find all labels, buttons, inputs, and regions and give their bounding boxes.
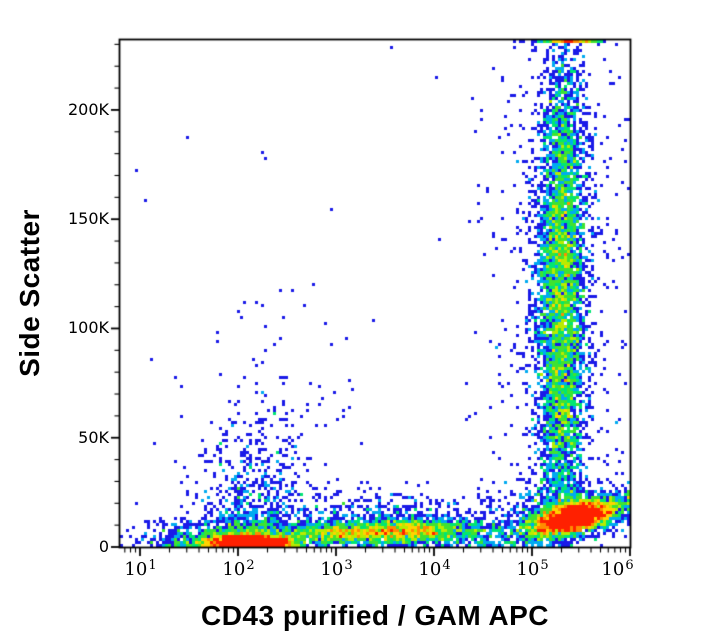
x-tick-base: 10 [222,559,246,580]
x-tick-base: 10 [516,559,540,580]
x-tick-exponent: 5 [540,558,549,573]
x-tick-label-10e2: 102 [222,557,255,580]
y-tick-label-0: 0 [98,537,109,556]
y-tick-label-200K: 200K [67,99,109,119]
y-tick-label-100K: 100K [67,318,109,338]
x-tick-exponent: 3 [344,558,353,573]
x-tick-base: 10 [601,559,625,580]
x-tick-exponent: 1 [148,558,157,573]
x-axis-title: CD43 purified / GAM APC [200,600,550,631]
y-tick-label-50K: 50K [78,427,109,447]
x-tick-label-10e3: 103 [320,557,353,580]
x-tick-label-10e4: 104 [418,557,451,580]
x-tick-exponent: 6 [625,558,634,573]
x-tick-exponent: 2 [246,558,255,573]
x-tick-label-10e1: 101 [124,557,157,580]
x-tick-base: 10 [320,559,344,580]
x-tick-exponent: 4 [442,558,451,573]
x-tick-base: 10 [124,559,148,580]
y-tick-label-150K: 150K [67,209,109,229]
x-tick-label-10e6: 106 [601,557,634,580]
x-tick-label-10e5: 105 [516,557,549,580]
y-axis-title: Side Scatter [14,209,45,377]
x-tick-base: 10 [418,559,442,580]
